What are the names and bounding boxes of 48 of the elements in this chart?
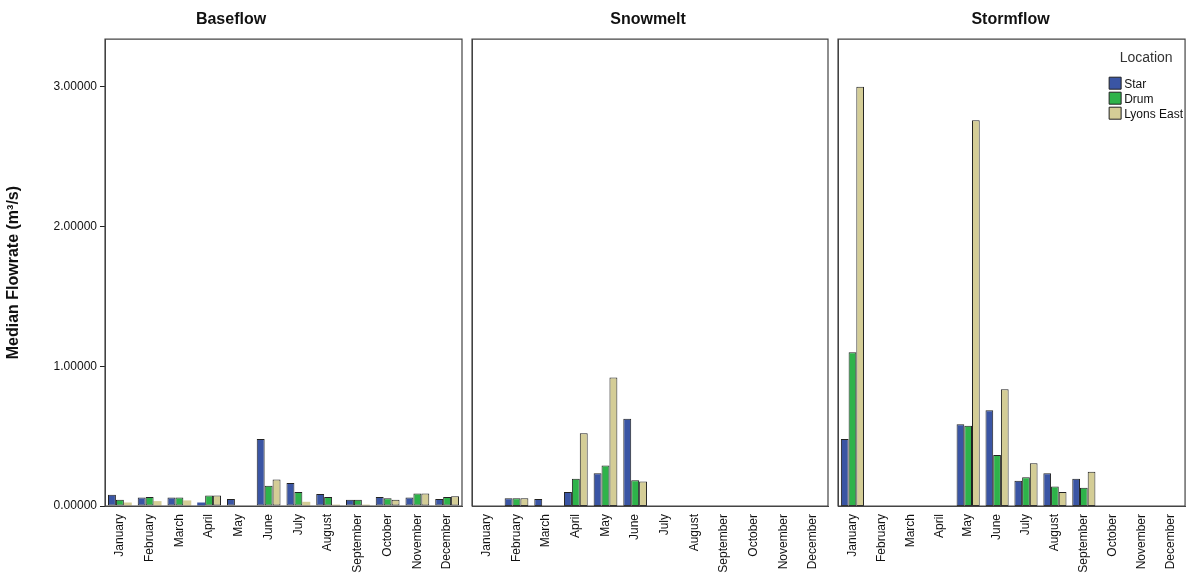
x-tick-label: June xyxy=(627,513,642,541)
chart-title: Baseflow xyxy=(195,10,267,28)
x-tick-label: May xyxy=(231,514,246,537)
legend-title: Location xyxy=(1119,49,1173,66)
chart-title: Stormflow xyxy=(971,10,1051,28)
x-tick-label: August xyxy=(320,513,335,552)
x-tick-label: March xyxy=(538,514,553,548)
x-tick-label: October xyxy=(1105,514,1120,557)
x-tick-label: February xyxy=(873,514,888,563)
legend-label: Drum xyxy=(1124,91,1154,106)
x-tick-label: March xyxy=(902,514,917,548)
legend-label: Star xyxy=(1124,76,1147,91)
x-tick-label: October xyxy=(746,514,761,557)
x-tick-label: December xyxy=(1162,514,1177,570)
x-tick-label: April xyxy=(931,514,946,539)
x-tick-label: July xyxy=(290,514,305,536)
x-tick-label: August xyxy=(1047,513,1062,552)
y-tick-label: 0.00000 xyxy=(53,498,98,513)
x-tick-label: November xyxy=(1133,514,1148,570)
x-tick-label: January xyxy=(112,514,127,557)
x-tick-label: March xyxy=(171,514,186,548)
y-tick-label: 2.00000 xyxy=(53,218,98,233)
x-tick-label: June xyxy=(260,513,275,541)
x-tick-label: April xyxy=(568,514,583,539)
chart-title: Snowmelt xyxy=(610,10,687,28)
x-tick-label: January xyxy=(479,514,494,557)
x-tick-label: September xyxy=(350,514,365,573)
x-tick-label: May xyxy=(960,514,975,537)
x-tick-label: September xyxy=(716,514,731,573)
x-tick-label: April xyxy=(201,514,216,539)
x-tick-label: May xyxy=(597,514,612,537)
legend-label: Lyons East xyxy=(1124,106,1184,121)
x-tick-label: September xyxy=(1076,514,1091,573)
x-tick-label: February xyxy=(508,514,523,563)
x-tick-label: December xyxy=(439,514,454,570)
x-tick-label: November xyxy=(409,514,424,570)
x-tick-label: November xyxy=(775,514,790,570)
y-tick-label: 1.00000 xyxy=(53,358,98,373)
x-tick-label: July xyxy=(1018,514,1033,536)
y-axis-title: Median Flowrate (m³/s) xyxy=(4,185,22,360)
x-tick-label: December xyxy=(805,514,820,570)
x-tick-label: June xyxy=(989,513,1004,541)
x-tick-label: January xyxy=(844,514,859,557)
y-tick-label: 3.00000 xyxy=(53,79,98,94)
x-tick-label: February xyxy=(141,514,156,563)
x-tick-label: October xyxy=(379,514,394,557)
x-tick-label: July xyxy=(657,514,672,536)
x-tick-label: August xyxy=(686,513,701,552)
